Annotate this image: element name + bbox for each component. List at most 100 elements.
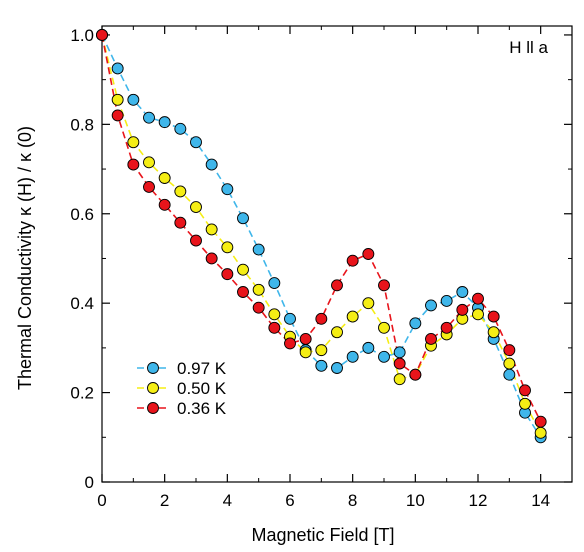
data-point-0-97-k bbox=[362, 341, 375, 354]
data-point-0-36-k bbox=[440, 321, 453, 334]
legend-marker bbox=[147, 362, 159, 374]
data-point-0-36-k bbox=[143, 180, 155, 193]
x-tick-label: 12 bbox=[469, 491, 488, 510]
legend-label: 0.50 K bbox=[177, 379, 227, 398]
data-point-0-50-k bbox=[362, 297, 375, 310]
data-point-0-97-k bbox=[456, 286, 469, 298]
data-point-0-97-k bbox=[252, 243, 265, 256]
x-tick-label: 10 bbox=[406, 491, 425, 510]
data-point-0-50-k bbox=[393, 373, 406, 386]
series-lines bbox=[101, 34, 542, 438]
data-point-0-36-k bbox=[205, 252, 218, 265]
data-point-0-50-k bbox=[472, 308, 484, 321]
y-tick-label: 0.6 bbox=[70, 205, 94, 224]
data-point-0-97-k bbox=[158, 116, 171, 129]
y-tick-label: 1.0 bbox=[70, 26, 94, 45]
x-tick-label: 4 bbox=[223, 491, 232, 510]
data-point-0-36-k bbox=[519, 384, 531, 397]
data-point-0-36-k bbox=[534, 415, 547, 428]
data-point-0-36-k bbox=[111, 109, 124, 122]
data-point-0-97-k bbox=[221, 183, 234, 196]
series-line-0-97-k bbox=[101, 34, 542, 438]
data-point-0-36-k bbox=[456, 303, 469, 316]
data-point-0-36-k bbox=[362, 248, 375, 260]
data-point-0-36-k bbox=[472, 292, 484, 305]
legend-label: 0.97 K bbox=[177, 359, 227, 378]
data-point-0-50-k bbox=[315, 344, 328, 357]
x-tick-label: 6 bbox=[285, 491, 294, 510]
data-point-0-50-k bbox=[487, 326, 500, 339]
data-point-0-36-k bbox=[158, 198, 171, 211]
data-point-0-97-k bbox=[440, 294, 453, 307]
x-axis-ticks: 0 2 4 6 8 10 12 14 bbox=[97, 26, 550, 510]
data-point-0-50-k bbox=[268, 308, 281, 321]
y-tick-label: 0.2 bbox=[70, 384, 94, 403]
x-axis-label: Magnetic Field [T] bbox=[251, 525, 394, 545]
data-point-0-97-k bbox=[111, 62, 124, 75]
y-axis-ticks: 0 0.2 0.4 0.6 0.8 1.0 bbox=[70, 26, 572, 492]
data-point-0-36-k bbox=[96, 28, 108, 41]
data-point-0-36-k bbox=[393, 357, 406, 370]
data-point-0-50-k bbox=[378, 321, 390, 334]
data-point-0-97-k bbox=[127, 93, 140, 106]
data-point-0-36-k bbox=[331, 279, 343, 292]
data-point-0-97-k bbox=[143, 111, 155, 124]
data-point-0-36-k bbox=[174, 216, 187, 229]
data-point-0-97-k bbox=[503, 368, 516, 381]
legend-label: 0.36 K bbox=[177, 399, 227, 418]
data-point-0-36-k bbox=[284, 337, 296, 350]
data-point-0-50-k bbox=[221, 241, 234, 254]
data-point-0-97-k bbox=[268, 277, 281, 290]
data-point-0-50-k bbox=[534, 426, 547, 439]
data-point-0-36-k bbox=[268, 321, 281, 334]
plot-border bbox=[101, 25, 573, 483]
plot-frame bbox=[101, 25, 573, 483]
data-point-0-36-k bbox=[190, 234, 202, 247]
data-point-0-97-k bbox=[174, 122, 187, 135]
data-point-0-97-k bbox=[315, 359, 328, 372]
legend: 0.97 K0.50 K0.36 K bbox=[137, 359, 227, 418]
data-point-0-97-k bbox=[346, 350, 359, 363]
data-point-0-50-k bbox=[111, 93, 124, 106]
legend-marker bbox=[147, 382, 159, 394]
data-point-0-50-k bbox=[519, 397, 531, 410]
data-point-0-36-k bbox=[487, 310, 500, 323]
data-point-0-50-k bbox=[331, 326, 343, 339]
data-point-0-36-k bbox=[409, 368, 422, 381]
data-point-0-36-k bbox=[127, 158, 140, 171]
data-point-0-50-k bbox=[205, 223, 218, 236]
data-point-0-36-k bbox=[346, 254, 359, 267]
y-tick-label: 0 bbox=[85, 473, 94, 492]
data-point-0-97-k bbox=[378, 350, 390, 363]
data-point-0-97-k bbox=[190, 136, 202, 149]
y-axis-label: Thermal Conductivity κ (H) / κ (0) bbox=[15, 126, 35, 390]
data-point-0-36-k bbox=[221, 268, 234, 281]
data-point-0-50-k bbox=[174, 185, 187, 198]
data-point-0-36-k bbox=[252, 301, 265, 314]
y-tick-label: 0.8 bbox=[70, 115, 94, 134]
data-point-0-50-k bbox=[346, 310, 359, 323]
data-point-0-36-k bbox=[299, 332, 312, 345]
data-point-0-97-k bbox=[284, 312, 296, 325]
data-point-0-50-k bbox=[158, 172, 171, 184]
data-point-0-36-k bbox=[315, 312, 328, 325]
x-tick-label: 2 bbox=[160, 491, 169, 510]
data-point-0-50-k bbox=[237, 263, 249, 276]
data-point-0-36-k bbox=[503, 344, 516, 357]
data-point-0-50-k bbox=[503, 357, 516, 370]
series-points bbox=[96, 28, 547, 444]
legend-marker bbox=[147, 402, 159, 414]
data-point-0-36-k bbox=[425, 332, 437, 345]
field-direction-annotation: H ll a bbox=[509, 38, 548, 57]
data-point-0-50-k bbox=[299, 346, 312, 359]
data-point-0-50-k bbox=[252, 283, 265, 296]
data-point-0-97-k bbox=[237, 212, 249, 225]
data-point-0-50-k bbox=[127, 136, 140, 149]
data-point-0-36-k bbox=[237, 286, 249, 298]
x-tick-label: 14 bbox=[531, 491, 550, 510]
data-point-0-97-k bbox=[331, 362, 343, 374]
data-point-0-36-k bbox=[378, 279, 390, 292]
data-point-0-97-k bbox=[205, 158, 218, 171]
